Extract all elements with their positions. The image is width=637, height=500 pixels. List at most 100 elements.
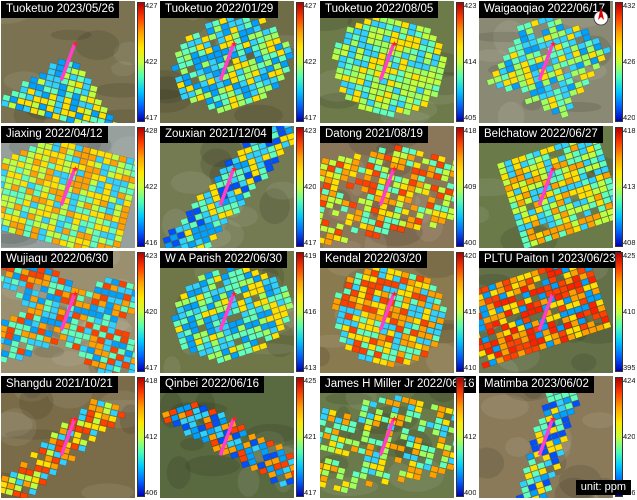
xco2-cell <box>334 291 343 300</box>
xco2-cell <box>60 421 69 430</box>
xco2-cell <box>572 300 581 308</box>
xco2-cell <box>1 486 7 494</box>
xco2-cell <box>31 164 40 172</box>
xco2-cell <box>538 42 547 50</box>
xco2-cell <box>506 65 515 73</box>
xco2-cell <box>389 223 399 232</box>
xco2-cell <box>525 327 535 336</box>
xco2-cell <box>245 152 255 160</box>
xco2-cell <box>537 486 546 495</box>
xco2-cell <box>109 346 119 354</box>
xco2-cell <box>327 445 336 454</box>
xco2-cell <box>321 188 330 196</box>
xco2-cell <box>121 299 130 308</box>
xco2-cell <box>215 81 225 89</box>
xco2-cell <box>254 305 264 314</box>
xco2-cell <box>264 84 273 92</box>
xco2-cell <box>105 238 114 247</box>
xco2-cell <box>255 80 264 89</box>
xco2-cell <box>539 147 549 156</box>
xco2-cell <box>41 341 50 349</box>
xco2-cell <box>219 167 228 175</box>
xco2-cell <box>521 41 531 49</box>
xco2-cell <box>47 193 56 201</box>
xco2-cell <box>529 489 539 497</box>
xco2-cell <box>262 453 272 462</box>
source-star-icon: ★ <box>231 40 238 49</box>
xco2-cell <box>527 208 537 217</box>
xco2-cell <box>197 199 207 207</box>
xco2-cell <box>54 289 63 297</box>
xco2-cell <box>520 60 529 69</box>
xco2-cell <box>75 206 84 214</box>
xco2-cell <box>396 413 406 422</box>
xco2-cell <box>421 94 431 102</box>
xco2-cell <box>115 353 125 362</box>
xco2-cell <box>43 210 52 219</box>
xco2-cell <box>50 306 59 315</box>
xco2-cell <box>525 177 535 186</box>
xco2-cell <box>38 103 48 111</box>
xco2-cell <box>376 339 385 347</box>
xco2-cell <box>568 163 578 172</box>
xco2-cell <box>497 61 506 70</box>
xco2-cell <box>513 187 522 196</box>
xco2-cell <box>259 147 269 156</box>
xco2-cell <box>542 78 551 87</box>
xco2-cell <box>95 217 104 225</box>
source-star-icon: ★ <box>231 415 238 424</box>
xco2-cell <box>3 213 13 221</box>
xco2-cell <box>223 328 232 337</box>
xco2-cell <box>359 285 368 293</box>
xco2-cell <box>351 345 361 353</box>
xco2-cell <box>563 71 573 80</box>
xco2-cell <box>357 291 366 299</box>
xco2-cell <box>334 447 343 456</box>
xco2-cell <box>353 339 362 348</box>
xco2-cell <box>426 202 435 210</box>
xco2-cell <box>385 210 394 218</box>
xco2-panel: ★ Waigaoqiao 2022/06/17 432 426 420 N <box>479 1 635 123</box>
xco2-cell <box>412 411 422 419</box>
xco2-cell <box>534 206 544 214</box>
xco2-cell <box>53 231 62 240</box>
xco2-cell <box>436 411 445 419</box>
xco2-cell <box>328 440 337 448</box>
xco2-cell <box>354 53 364 61</box>
xco2-cell <box>367 93 377 101</box>
xco2-cell <box>16 222 26 231</box>
xco2-cell <box>401 177 410 185</box>
xco2-cell <box>230 351 240 360</box>
xco2-cell <box>219 417 228 425</box>
xco2-cell <box>192 32 201 40</box>
xco2-cell <box>586 195 596 204</box>
xco2-cell <box>69 323 78 332</box>
xco2-cell <box>9 284 18 292</box>
xco2-cell <box>329 465 339 473</box>
xco2-cell <box>8 165 17 173</box>
xco2-cell <box>254 55 264 64</box>
xco2-cell <box>258 317 268 325</box>
xco2-cell <box>228 95 238 104</box>
xco2-cell <box>35 459 45 467</box>
xco2-cell <box>380 477 390 486</box>
xco2-cell <box>558 104 568 113</box>
xco2-cell <box>241 335 250 344</box>
xco2-cell <box>556 99 566 107</box>
xco2-cell <box>609 194 613 202</box>
xco2-cell <box>208 183 218 191</box>
xco2-cell <box>224 84 234 93</box>
xco2-cell <box>595 198 605 207</box>
xco2-cell <box>104 307 113 316</box>
xco2-cell <box>506 340 515 349</box>
xco2-cell <box>247 183 257 191</box>
xco2-cell <box>161 410 171 419</box>
xco2-cell <box>427 165 436 173</box>
colorbar-tick-label: 420 <box>304 182 316 191</box>
xco2-cell <box>34 278 43 286</box>
xco2-cell <box>38 197 47 205</box>
xco2-cell <box>393 394 403 402</box>
xco2-cell <box>565 77 574 86</box>
xco2-cell <box>348 295 358 303</box>
xco2-cell <box>80 152 90 160</box>
